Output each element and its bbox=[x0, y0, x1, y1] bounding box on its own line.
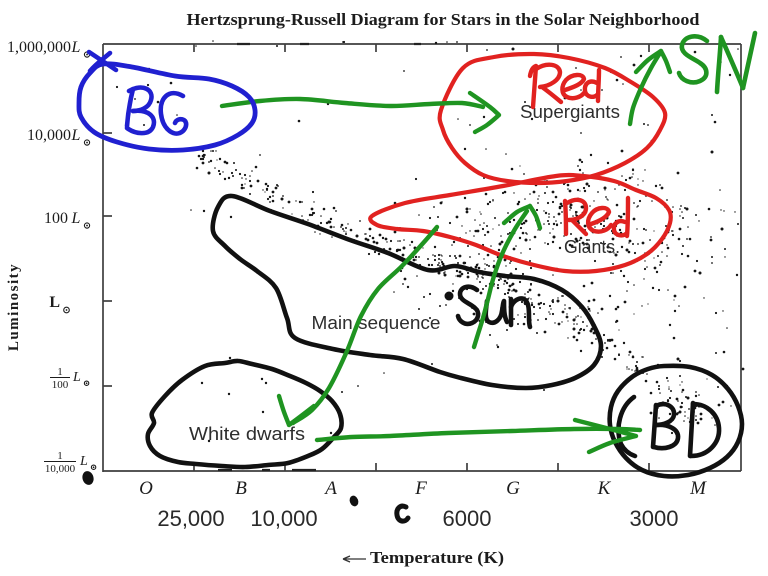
svg-text:Supergiants: Supergiants bbox=[520, 102, 620, 122]
svg-text:K: K bbox=[597, 478, 612, 499]
svg-text:100: 100 bbox=[52, 379, 69, 391]
svg-text:1,000,000: 1,000,000 bbox=[7, 39, 71, 56]
svg-text:10,000: 10,000 bbox=[27, 127, 71, 144]
svg-text:Hertzsprung-Russell Diagram fo: Hertzsprung-Russell Diagram for Stars in… bbox=[187, 10, 701, 29]
svg-text:A: A bbox=[323, 478, 337, 499]
svg-text:Main sequence: Main sequence bbox=[312, 313, 441, 333]
svg-text:F: F bbox=[414, 478, 427, 499]
svg-text:L: L bbox=[49, 294, 60, 311]
svg-text:L: L bbox=[71, 127, 81, 144]
svg-text:Luminosity: Luminosity bbox=[6, 263, 22, 351]
svg-text:L: L bbox=[72, 370, 81, 385]
svg-text:25,000: 25,000 bbox=[157, 506, 224, 531]
svg-text:L: L bbox=[71, 210, 81, 227]
svg-text:L: L bbox=[71, 39, 81, 56]
svg-text:10,000: 10,000 bbox=[45, 463, 76, 475]
svg-text:3000: 3000 bbox=[630, 506, 679, 531]
svg-text:O: O bbox=[139, 478, 153, 499]
svg-text:Giants.: Giants. bbox=[564, 237, 620, 257]
svg-text:White dwarfs: White dwarfs bbox=[189, 424, 305, 444]
svg-text:B: B bbox=[235, 478, 247, 499]
svg-text:1: 1 bbox=[57, 450, 63, 462]
svg-text:G: G bbox=[506, 478, 520, 499]
svg-text:10,000: 10,000 bbox=[250, 506, 317, 531]
svg-text:M: M bbox=[689, 478, 707, 499]
svg-text:1: 1 bbox=[57, 366, 63, 378]
svg-text:100: 100 bbox=[44, 210, 68, 227]
svg-text:Temperature (K): Temperature (K) bbox=[370, 548, 504, 567]
svg-text:6000: 6000 bbox=[443, 506, 492, 531]
svg-text:L: L bbox=[79, 454, 88, 469]
